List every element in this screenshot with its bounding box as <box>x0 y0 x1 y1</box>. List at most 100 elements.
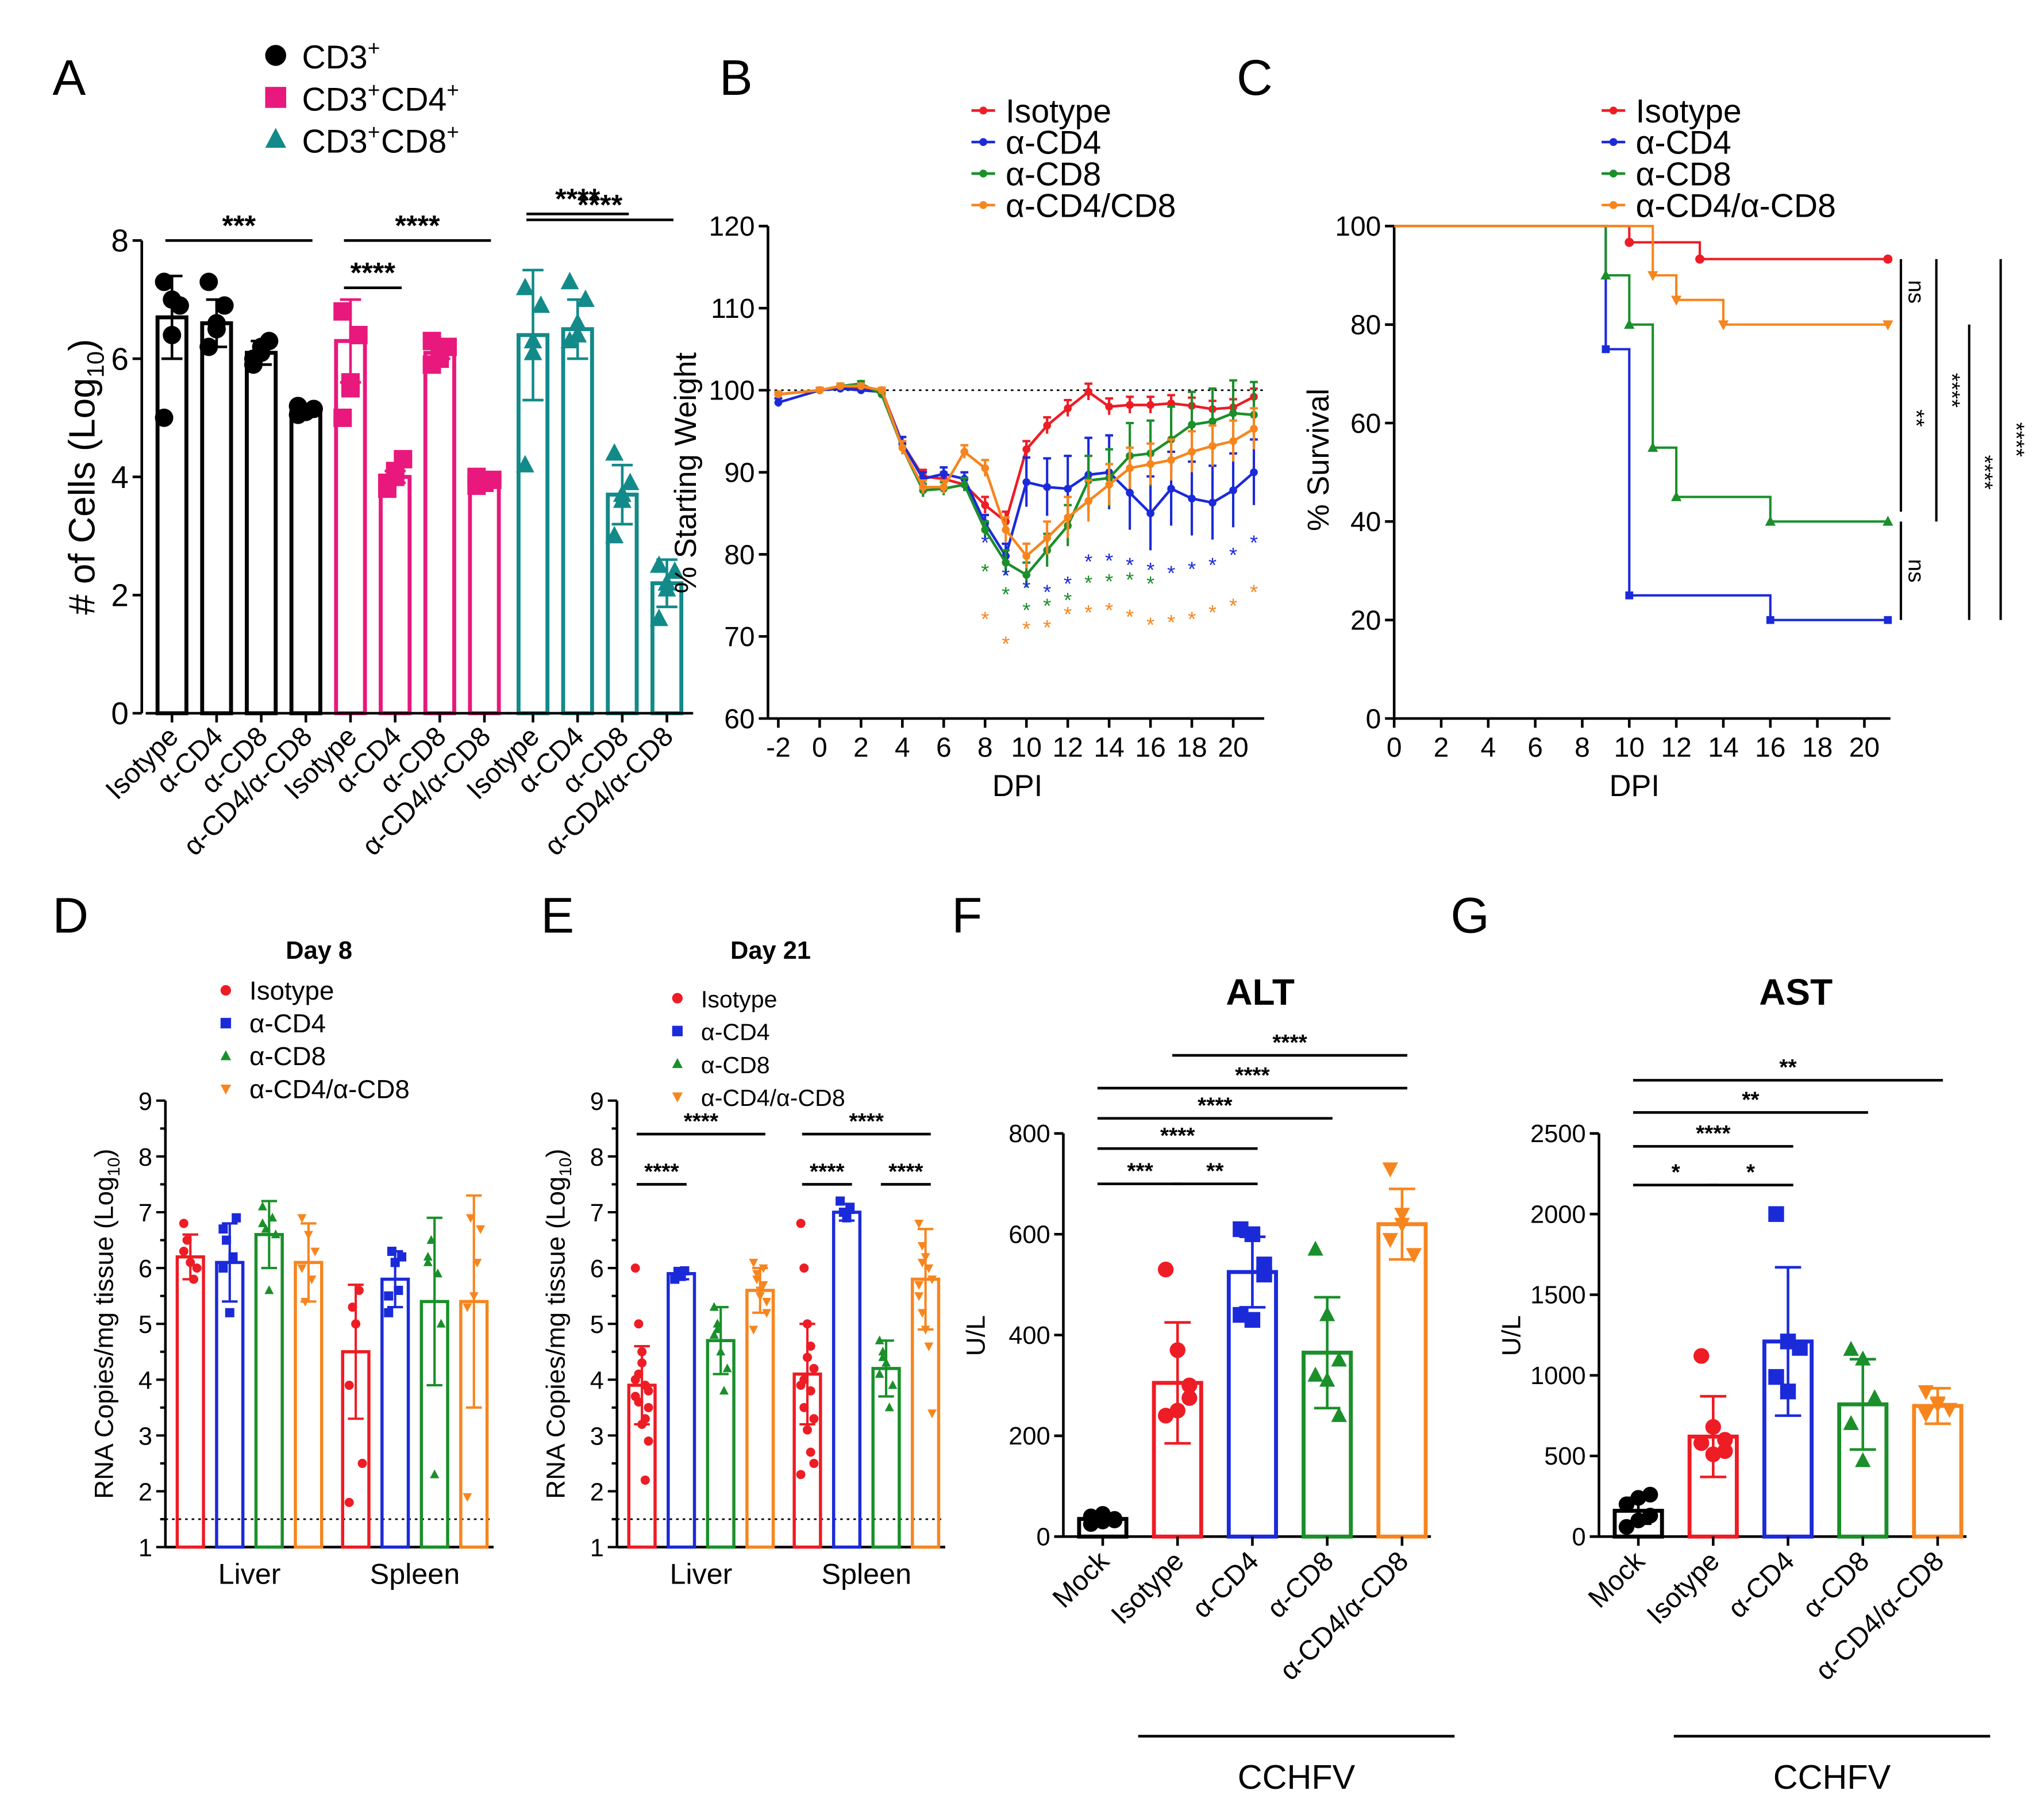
y-tick-label: 1 <box>138 1535 152 1562</box>
y-tick-label: 5 <box>138 1311 152 1339</box>
legend-label: α-CD4 <box>1636 125 1731 162</box>
data-point <box>875 1335 884 1344</box>
data-point <box>1792 1340 1808 1356</box>
data-point <box>605 525 624 544</box>
y-tick-label: 0 <box>1036 1523 1050 1551</box>
significance-asterisk: * <box>981 608 989 631</box>
data-point <box>1208 417 1217 426</box>
data-point <box>924 1342 934 1351</box>
y-tick-label: 800 <box>1008 1120 1050 1148</box>
legend-marker <box>1609 138 1618 146</box>
data-point <box>1188 421 1196 429</box>
data-point <box>188 1274 198 1284</box>
data-point <box>605 443 624 461</box>
significance-asterisk: * <box>1022 617 1030 641</box>
significance-asterisk: * <box>1146 572 1154 595</box>
survival-marker <box>1625 591 1634 600</box>
bar <box>832 1211 862 1549</box>
data-point <box>665 561 684 579</box>
subscript: 10 <box>105 1158 124 1177</box>
data-point <box>799 1402 809 1412</box>
y-axis-label: % Starting Weight <box>669 352 703 594</box>
superscript: + <box>368 120 380 144</box>
data-point <box>1319 1306 1335 1321</box>
x-tick-label: 8 <box>1575 732 1590 763</box>
data-point <box>1780 1384 1796 1400</box>
data-point <box>310 1247 320 1256</box>
data-point <box>1855 1350 1871 1366</box>
legend-marker <box>265 87 287 108</box>
data-point <box>1181 1390 1198 1406</box>
legend-marker <box>979 170 987 178</box>
data-point <box>1043 421 1052 430</box>
survival-line <box>1394 225 1888 621</box>
data-point <box>475 473 494 492</box>
significance-label: **** <box>1198 1093 1233 1118</box>
significance-label: **** <box>351 257 396 289</box>
data-point <box>1157 1261 1174 1278</box>
panel-D: D Day 8 1 2 3 4 5 6 7 8 9 RNA Copies/mg tissue (Log… <box>52 887 494 1590</box>
data-point <box>1083 1508 1099 1524</box>
data-point <box>1307 1366 1323 1382</box>
superscript: + <box>446 78 459 102</box>
x-tick-label: 0 <box>812 732 827 763</box>
data-point <box>155 408 174 427</box>
data-point <box>423 1257 433 1266</box>
y-tick-label: 6 <box>590 1255 604 1283</box>
data-point <box>1717 1432 1733 1448</box>
significance-asterisk: * <box>1002 632 1010 655</box>
bar <box>254 1233 284 1549</box>
data-point <box>796 1219 806 1228</box>
data-point <box>199 337 218 356</box>
legend-label: α-CD4/CD8 <box>1006 187 1176 224</box>
significance-asterisk: * <box>1146 613 1154 637</box>
data-point <box>1642 1486 1658 1503</box>
legend-label: α-CD4 <box>701 1019 770 1046</box>
significance-asterisk: * <box>1002 564 1010 587</box>
data-point <box>1105 402 1113 411</box>
data-point <box>297 1264 307 1273</box>
data-point <box>759 1264 768 1273</box>
data-point <box>225 1308 234 1317</box>
y-axis-label: # of Cells (Log10) <box>61 339 109 615</box>
y-tick-label: 200 <box>1008 1423 1050 1450</box>
survival-marker <box>1625 237 1634 247</box>
y-tick-label: 2 <box>590 1478 604 1506</box>
significance-label: **** <box>1272 1031 1307 1055</box>
significance-label: **** <box>810 1159 845 1184</box>
data-point <box>1126 401 1134 409</box>
legend-marker <box>979 138 987 146</box>
data-point <box>1618 1496 1635 1512</box>
data-point <box>1169 1342 1185 1358</box>
significance-label: ** <box>1206 1159 1224 1183</box>
significance-label: ** <box>1779 1055 1797 1080</box>
y-axis-label: U/L <box>1496 1315 1526 1356</box>
data-point <box>384 1291 394 1301</box>
data-point <box>657 573 676 591</box>
data-point <box>303 1231 313 1240</box>
data-point <box>1331 1351 1347 1367</box>
y-tick-label: 2500 <box>1530 1120 1586 1148</box>
data-point <box>842 1213 852 1223</box>
data-point <box>637 1347 647 1357</box>
data-point <box>1866 1389 1883 1404</box>
data-point <box>1693 1435 1710 1451</box>
text-part: ) <box>89 1148 118 1157</box>
x-tick-label: 0 <box>1387 732 1402 763</box>
data-point <box>163 325 182 344</box>
data-point <box>1630 1512 1646 1528</box>
data-point <box>802 1425 812 1435</box>
x-tick-label: 14 <box>1094 732 1124 763</box>
y-tick-label: 20 <box>1350 605 1381 636</box>
data-point <box>1022 571 1031 579</box>
data-point <box>1382 1233 1399 1248</box>
data-point <box>806 1386 815 1396</box>
data-point <box>1167 399 1175 408</box>
data-point <box>560 331 579 349</box>
data-point <box>884 1402 894 1412</box>
data-point <box>1126 489 1134 497</box>
panel-letter: D <box>52 887 88 943</box>
y-tick-label: 110 <box>711 294 755 324</box>
series-line <box>778 382 1254 577</box>
x-tick-label: Isotype <box>1106 1546 1190 1630</box>
